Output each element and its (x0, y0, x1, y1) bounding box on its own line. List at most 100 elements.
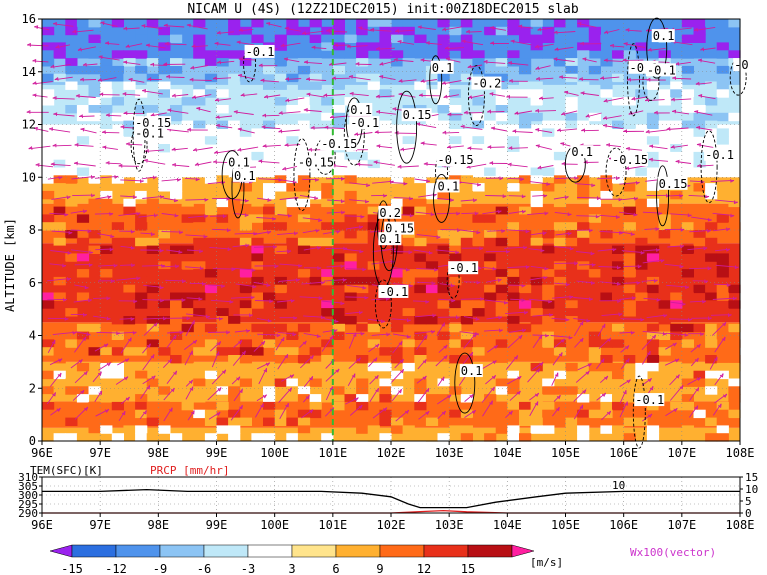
wind-vector-head (425, 410, 430, 416)
u-cell (297, 433, 311, 442)
u-cell (495, 144, 508, 153)
u-cell (600, 362, 613, 372)
u-cell (693, 105, 706, 114)
u-cell (437, 331, 450, 340)
u-cell (623, 355, 636, 364)
wind-vector-head (237, 73, 243, 78)
wind-vector-head (637, 264, 642, 269)
u-cell (379, 42, 392, 51)
wind-vector-head (565, 282, 570, 287)
wind-vector-head (722, 322, 727, 327)
u-cell (297, 269, 311, 278)
u-cell (495, 425, 508, 434)
wind-vector (285, 78, 302, 80)
wind-vector-head (722, 393, 728, 398)
u-cell (297, 65, 311, 75)
u-cell (263, 284, 276, 294)
u-cell (542, 50, 555, 59)
wind-vector-head (238, 28, 243, 33)
wind-vector-head (365, 199, 369, 204)
wind-vector-head (501, 229, 506, 234)
u-cell (670, 89, 683, 98)
u-cell (437, 144, 450, 153)
contour-label-text: -0.15 (321, 137, 357, 151)
wind-vector-head (204, 197, 209, 202)
wind-vector-head (285, 98, 290, 103)
u-cell (158, 316, 171, 325)
u-cell (228, 316, 241, 325)
u-cell (670, 81, 683, 90)
u-cell (181, 401, 194, 411)
u-cell (519, 159, 532, 169)
wind-vector-head (656, 297, 661, 302)
u-cell (693, 284, 706, 294)
u-cell (484, 433, 497, 442)
wind-vector (253, 340, 266, 352)
u-cell (274, 151, 287, 161)
wind-vector-head (294, 196, 299, 201)
wind-vector-head (634, 196, 639, 201)
wind-vector-head (314, 196, 319, 200)
u-cell (170, 433, 183, 442)
u-cell (135, 284, 148, 294)
u-cell (111, 50, 124, 59)
u-cell (623, 386, 636, 395)
wind-vector-head (289, 374, 295, 379)
wind-vector-head (73, 161, 78, 166)
wind-vector (464, 409, 476, 418)
u-cell (309, 81, 322, 90)
u-cell (216, 120, 229, 129)
u-cell (507, 370, 520, 380)
wind-vector (620, 318, 645, 320)
u-cell (577, 394, 590, 403)
u-cell (53, 159, 66, 169)
u-cell (402, 362, 415, 372)
wind-vector-head (383, 407, 388, 412)
u-cell (332, 269, 345, 278)
u-cell (53, 198, 66, 208)
contour-label: 0.1 (459, 364, 483, 378)
u-cell (204, 417, 218, 426)
u-cell (135, 105, 148, 114)
u-cell (577, 323, 590, 333)
contour-label-text: 0.1 (228, 156, 250, 170)
wind-vector (184, 339, 197, 350)
u-cell (693, 112, 706, 122)
colorbar-label: 15 (461, 562, 475, 575)
wind-vector-head (636, 280, 641, 285)
u-cell (705, 112, 718, 122)
wind-vector-head (579, 337, 584, 343)
wind-vector-head (87, 229, 92, 234)
contour-label-bg (634, 393, 665, 407)
u-cell (716, 65, 729, 75)
colorbar-swatch (203, 544, 249, 558)
contour-label-bg (733, 58, 750, 72)
u-cell (100, 394, 113, 403)
w-contour (435, 153, 448, 191)
wind-vector (275, 337, 285, 351)
u-cell (76, 292, 90, 301)
u-cell (472, 50, 485, 59)
wind-vector-head (666, 126, 671, 131)
u-cell (239, 214, 252, 223)
u-cell (670, 417, 683, 426)
wind-vector-head (658, 211, 663, 216)
u-cell (635, 261, 648, 270)
wind-vector (115, 376, 129, 385)
u-cell (251, 198, 264, 208)
u-cell (193, 222, 206, 231)
u-cell (216, 237, 229, 247)
u-cell (635, 362, 648, 372)
wind-vector (231, 267, 256, 271)
wind-vector-head (694, 357, 699, 363)
u-cell (402, 198, 415, 208)
u-cell (65, 128, 78, 137)
u-cell (646, 97, 660, 106)
u-cell (391, 269, 404, 278)
u-cell (263, 81, 276, 90)
u-cell (251, 58, 264, 67)
u-cell (204, 323, 218, 333)
u-cell (565, 58, 578, 67)
u-cell (111, 222, 124, 231)
wind-vector-head (721, 336, 726, 342)
